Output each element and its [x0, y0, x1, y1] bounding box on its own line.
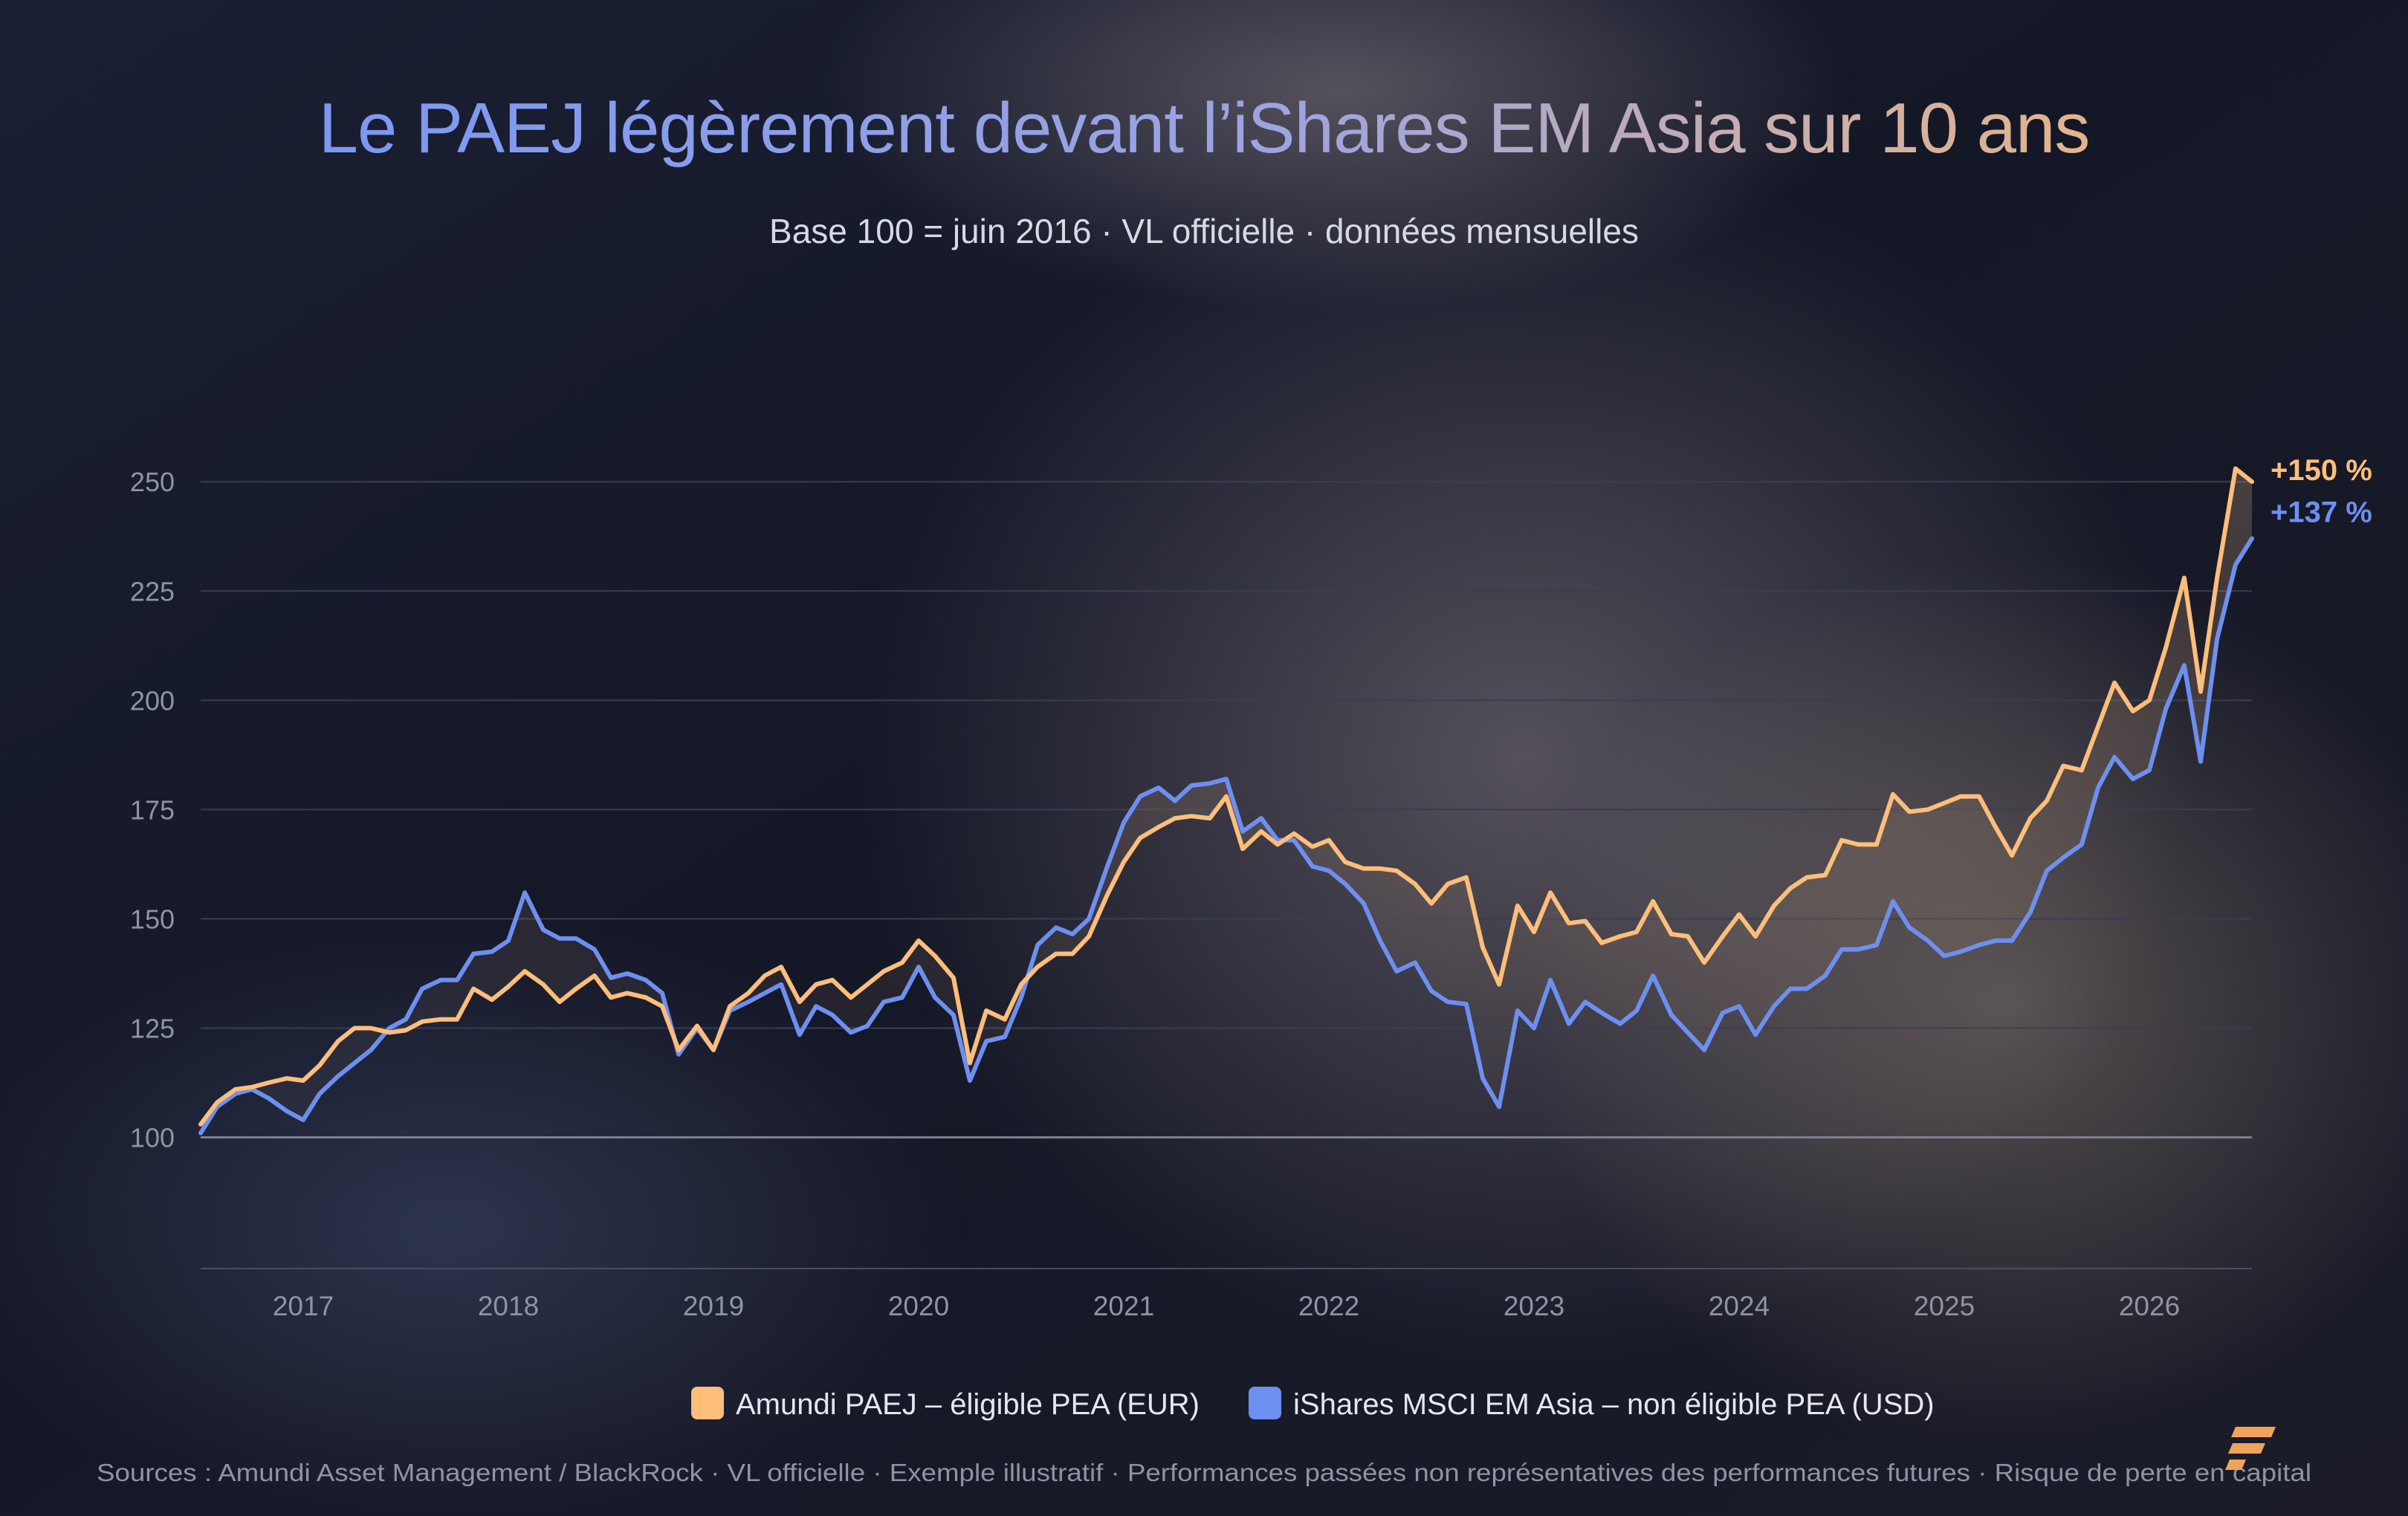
series-lines: [198, 466, 2254, 1136]
chart-subtitle: Base 100 = juin 2016 · VL officielle · d…: [769, 212, 1639, 250]
legend: Amundi PAEJ – éligible PEA (EUR) iShares…: [691, 1387, 1935, 1421]
x-tick-label: 2020: [888, 1291, 949, 1321]
y-tick-label: 250: [130, 467, 175, 497]
background-glow: [0, 914, 966, 1516]
x-tick-label: 2024: [1709, 1291, 1770, 1321]
chart-title: Le PAEJ légèrement devant l’iShares EM A…: [319, 88, 2090, 168]
y-tick-label: 175: [130, 794, 175, 825]
brand-logo-icon: [2225, 1427, 2276, 1470]
y-tick-label: 200: [130, 685, 175, 716]
y-tick-label: 125: [130, 1013, 175, 1043]
series-line-paej: [198, 466, 2254, 1127]
background-glow: [1524, 557, 2408, 1449]
background-glow: [818, 0, 1858, 312]
legend-label-ishares: iShares MSCI EM Asia – non éligible PEA …: [1293, 1388, 1935, 1421]
x-tick-label: 2017: [273, 1291, 334, 1321]
x-tick-label: 2021: [1093, 1291, 1154, 1321]
end-label-paej: +150 %: [2271, 454, 2372, 487]
x-axis: 2017 2018 2019 2020 2021 2022 2023 2024 2025 2026: [273, 1291, 2180, 1321]
series-line-ishares: [198, 536, 2254, 1136]
legend-swatch-ishares: [1249, 1387, 1281, 1419]
series-gap-fill: [201, 468, 2252, 1133]
legend-label-paej: Amundi PAEJ – éligible PEA (EUR): [736, 1388, 1200, 1421]
sources-footnote: Sources : Amundi Asset Management / Blac…: [97, 1459, 2311, 1486]
end-labels: +150 % +137 %: [2271, 454, 2372, 528]
x-tick-label: 2023: [1504, 1291, 1564, 1321]
y-tick-label: 150: [130, 904, 175, 934]
legend-swatch-paej: [691, 1387, 724, 1419]
end-label-ishares: +137 %: [2271, 496, 2372, 529]
y-axis: 100 125 150 175 200 225 250: [130, 467, 175, 1153]
x-tick-label: 2022: [1298, 1291, 1359, 1321]
x-tick-label: 2026: [2119, 1291, 2180, 1321]
y-tick-label: 100: [130, 1123, 175, 1153]
x-tick-label: 2019: [683, 1291, 744, 1321]
y-tick-label: 225: [130, 576, 175, 606]
x-tick-label: 2025: [1914, 1291, 1975, 1321]
x-tick-label: 2018: [478, 1291, 539, 1321]
